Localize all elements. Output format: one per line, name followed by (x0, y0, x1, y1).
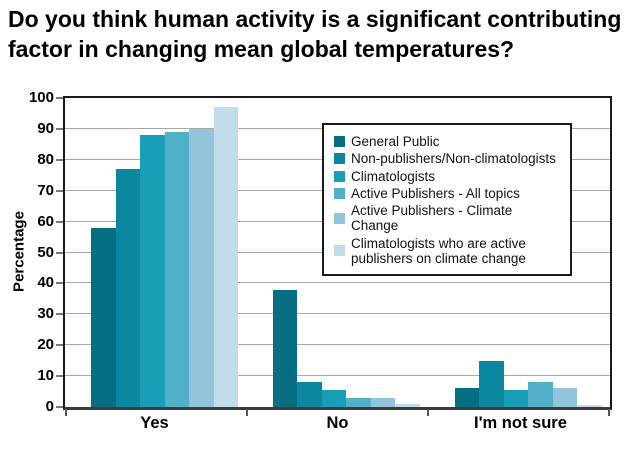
y-tick-mark-10 (56, 375, 63, 378)
chart-title-line1: Do you think human activity is a signifi… (8, 6, 622, 32)
bar (577, 405, 602, 407)
y-tick-label-70: 70 (37, 181, 54, 199)
y-tick-label-100: 100 (28, 89, 54, 106)
legend-item: Active Publishers - Climate Change (334, 203, 566, 233)
bar-group-i-m-not-sure (437, 98, 619, 407)
bar (479, 360, 504, 407)
legend-swatch-icon (334, 170, 345, 182)
bar (552, 388, 578, 407)
x-tick-mark-2 (427, 409, 430, 416)
y-axis: 0 10 20 30 40 50 60 70 80 90 100 (0, 90, 63, 414)
legend-swatch-icon (334, 212, 345, 224)
bar (370, 397, 396, 407)
legend: General Public Non-publishers/Non-climato… (322, 123, 572, 276)
legend-item: Non-publishers/Non-climatologists (334, 151, 566, 166)
legend-label: Non-publishers/Non-climatologists (351, 151, 556, 167)
legend-item: Climatologists who are active publishers… (334, 236, 566, 266)
bar (454, 388, 480, 407)
bar (321, 390, 347, 407)
chart-title: Do you think human activity is a signifi… (8, 4, 632, 65)
bar (213, 107, 239, 407)
y-tick-mark-20 (56, 344, 63, 347)
x-label-i-m-not-sure: I'm not sure (474, 414, 567, 432)
gridline-40 (65, 282, 610, 284)
legend-label: Active Publishers - All topics (351, 185, 520, 201)
y-tick-label-30: 30 (37, 305, 54, 323)
x-label-yes: Yes (140, 414, 169, 432)
bar (115, 169, 141, 407)
bar-group-yes (74, 98, 256, 407)
chart-title-line2: factor in changing mean global temperatu… (8, 36, 515, 63)
bar (503, 390, 529, 407)
x-axis-labels: Yes No I'm not sure (63, 414, 612, 433)
y-tick-label-80: 80 (37, 150, 54, 168)
y-tick-mark-90 (56, 127, 63, 130)
legend-label: General Public (351, 134, 440, 149)
bar (91, 227, 116, 407)
bar (528, 382, 553, 407)
bar-group-no (256, 98, 438, 407)
y-tick-mark-100 (56, 97, 63, 99)
legend-label: Climatologists (351, 168, 436, 184)
legend-item: Climatologists (334, 169, 566, 184)
y-tick-label-0: 0 (45, 398, 54, 415)
bar (140, 135, 165, 407)
legend-swatch-icon (334, 245, 345, 257)
y-tick-mark-0 (56, 406, 63, 408)
bar (164, 132, 190, 407)
x-tick-mark-1 (245, 409, 248, 416)
legend-label: Active Publishers - Climate Change (351, 203, 513, 234)
bar (346, 397, 371, 407)
bar (395, 403, 420, 407)
bar (297, 382, 322, 407)
x-tick-mark-3 (608, 409, 610, 416)
bar (189, 128, 214, 407)
bar (272, 289, 298, 407)
y-tick-label-40: 40 (37, 274, 54, 292)
legend-item: General Public (334, 134, 566, 149)
y-tick-label-10: 10 (37, 367, 54, 385)
y-tick-mark-60 (56, 220, 63, 223)
x-tick-mark-0 (65, 409, 67, 416)
x-label-no: No (326, 414, 349, 432)
y-tick-mark-80 (56, 158, 63, 161)
y-tick-label-50: 50 (37, 243, 54, 261)
y-tick-mark-50 (56, 251, 63, 254)
y-tick-mark-70 (56, 189, 63, 192)
y-tick-mark-40 (56, 282, 63, 285)
y-tick-label-60: 60 (37, 212, 54, 230)
legend-swatch-icon (334, 136, 345, 148)
legend-label: Climatologists who are active publishers… (351, 235, 526, 266)
legend-item: Active Publishers - All topics (334, 186, 566, 201)
gridline-30 (65, 313, 610, 315)
y-tick-mark-30 (56, 313, 63, 316)
y-tick-label-90: 90 (37, 119, 54, 137)
y-tick-label-20: 20 (37, 336, 54, 354)
legend-swatch-icon (334, 153, 345, 165)
legend-swatch-icon (334, 188, 345, 200)
gridline-10 (65, 375, 610, 377)
gridline-20 (65, 344, 610, 346)
